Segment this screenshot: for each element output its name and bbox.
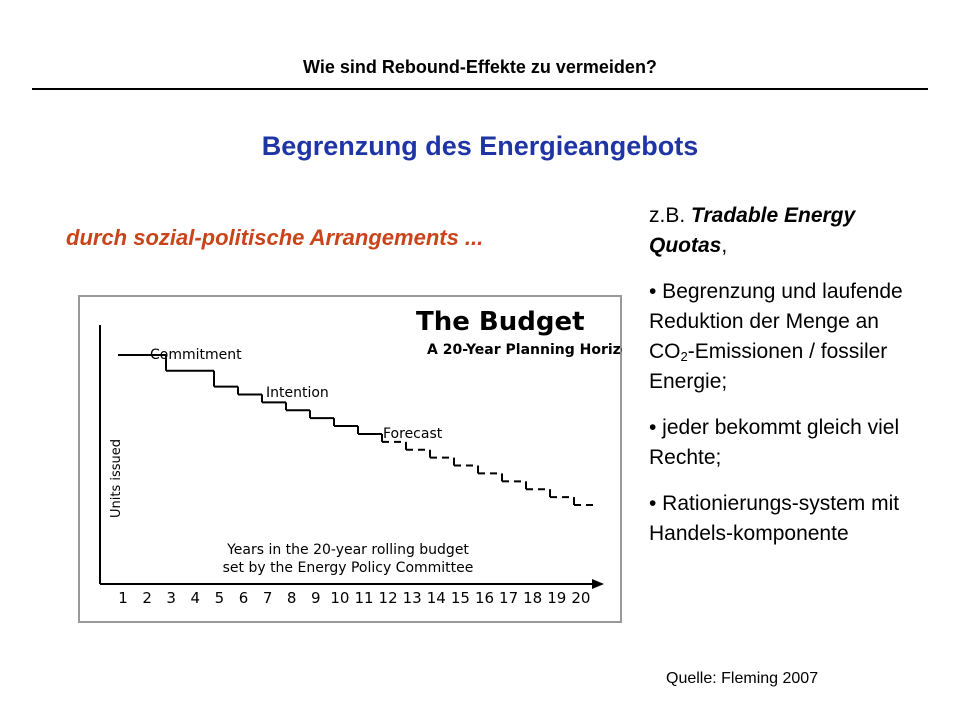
chart-frame <box>78 295 622 623</box>
slide-title: Begrenzung des Energieangebots <box>261 131 699 161</box>
label-intention: Intention <box>266 385 329 401</box>
x-tick-label-15: 15 <box>451 589 470 607</box>
source-citation: Quelle: Fleming 2007 <box>666 670 819 687</box>
x-tick-label-2: 2 <box>142 589 152 607</box>
chart-subheading: A 20-Year Planning Horizon <box>427 342 622 358</box>
x-tick-label-17: 17 <box>499 589 518 607</box>
bullet-1: • Begrenzung und laufende Reduktion der … <box>649 277 919 397</box>
x-tick-label-11: 11 <box>354 589 373 607</box>
bullet-1-text: • Begrenzung und laufende Reduktion der … <box>649 280 903 363</box>
page-header-title: Wie sind Rebound-Effekte zu vermeiden? <box>303 57 657 77</box>
x-tick-label-6: 6 <box>239 589 249 607</box>
x-tick-label-8: 8 <box>287 589 297 607</box>
bullet-2: • jeder bekommt gleich viel Rechte; <box>649 416 900 469</box>
x-tick-label-20: 20 <box>571 589 590 607</box>
x-tick-label-14: 14 <box>427 589 446 607</box>
intro-bold-term: Tradable Energy Quotas <box>649 204 856 257</box>
x-tick-label-4: 4 <box>191 589 201 607</box>
intro-prefix: z.B. <box>649 204 692 227</box>
x-tick-label-12: 12 <box>379 589 398 607</box>
budget-chart: The Budget A 20-Year Planning Horizon Un… <box>78 295 622 623</box>
bullet-1-subscript: 2 <box>680 349 688 364</box>
x-tick-label-19: 19 <box>547 589 566 607</box>
bullet-1-text-end: -Emissionen / fossiler Energie; <box>649 340 888 393</box>
x-axis-label-line2: set by the Energy Policy Committee <box>223 560 474 576</box>
intro-suffix: , <box>721 234 728 257</box>
y-axis-label: Units issued <box>109 439 124 518</box>
x-tick-label-1: 1 <box>118 589 128 607</box>
chart-heading: The Budget <box>416 307 585 337</box>
budget-steps <box>118 354 598 506</box>
x-tick-label-7: 7 <box>263 589 273 607</box>
bullet-3: • Rationierungs-system mit Handels-kompo… <box>649 492 900 545</box>
header-divider <box>32 88 928 90</box>
intro-paragraph: z.B. Tradable Energy Quotas, <box>649 201 919 261</box>
x-tick-label-9: 9 <box>311 589 321 607</box>
side-text: z.B. Tradable Energy Quotas, • Begrenzun… <box>649 201 919 565</box>
x-tick-labels: 1 2 3 4 5 6 7 8 9 10 11 12 13 14 15 16 17 18 19 20 <box>118 589 590 607</box>
x-tick-label-3: 3 <box>166 589 176 607</box>
x-tick-label-16: 16 <box>475 589 494 607</box>
x-axis-arrow-icon <box>592 579 604 589</box>
x-axis-label-line1: Years in the 20-year rolling budget <box>226 542 469 558</box>
x-tick-label-5: 5 <box>215 589 225 607</box>
x-tick-label-18: 18 <box>523 589 542 607</box>
x-tick-label-10: 10 <box>330 589 349 607</box>
slide-subtitle: durch sozial-politische Arrangements ... <box>66 225 484 250</box>
label-forecast: Forecast <box>383 426 443 442</box>
x-tick-label-13: 13 <box>403 589 422 607</box>
label-commitment: Commitment <box>150 347 242 363</box>
